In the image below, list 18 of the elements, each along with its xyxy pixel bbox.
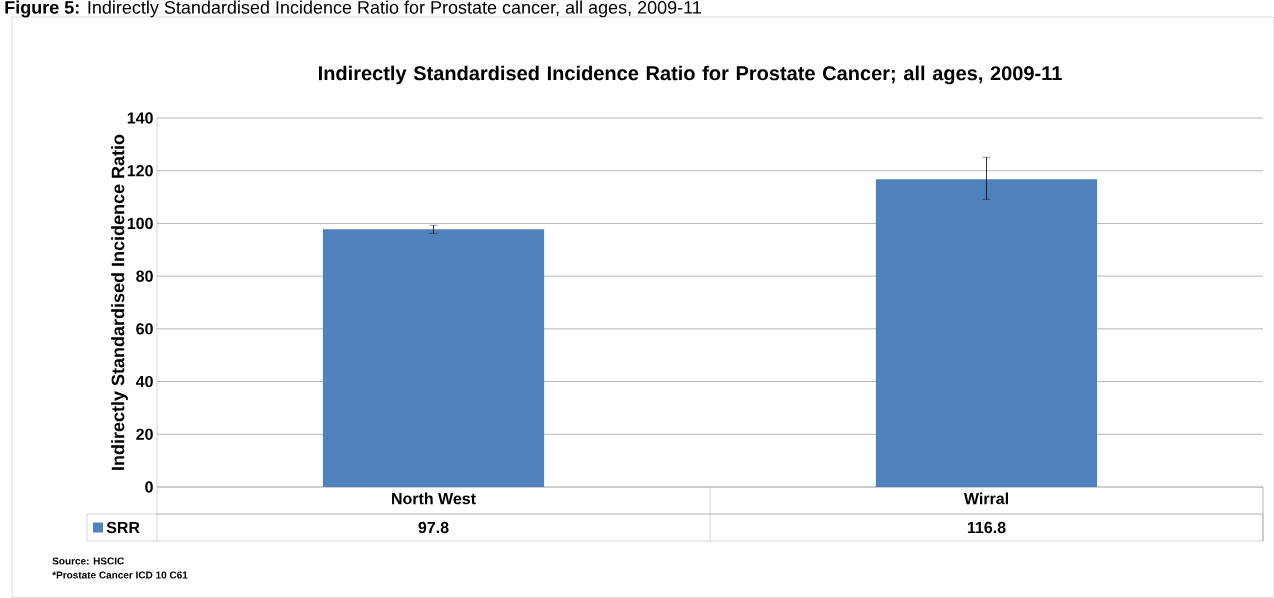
- y-tick-label: 120: [127, 165, 153, 177]
- source-note: Source: HSCIC: [52, 557, 124, 565]
- y-tick-label: 140: [127, 112, 153, 124]
- x-tick-label: North West: [392, 492, 476, 505]
- y-tick-label: 0: [145, 481, 153, 493]
- y-tick-label: 100: [127, 217, 153, 230]
- y-tick-label: 20: [136, 428, 153, 440]
- data-label: 116.8: [967, 521, 1006, 534]
- y-tick-label: 60: [136, 323, 153, 335]
- text: Figure 5: Indirectly Standardised Incidence Ratio for Prostate cancer, all ages, 2009-11: [5, 0, 701, 18]
- x-tick-label: Wirral: [963, 492, 1008, 505]
- legend-label: SRR: [106, 521, 140, 534]
- y-axis-title: Indirectly Standardised Incidence Ratio: [111, 134, 128, 470]
- y-tick-label: 40: [135, 375, 153, 388]
- y-tick-label: 80: [136, 270, 153, 282]
- data-label: 97.8: [418, 521, 449, 534]
- text: *Prostate Cancer ICD 10 C61: [52, 571, 188, 579]
- chart-title: Indirectly Standardised Incidence Ratio for Prostate Cancer; all ages, 2009-11: [318, 65, 1062, 85]
